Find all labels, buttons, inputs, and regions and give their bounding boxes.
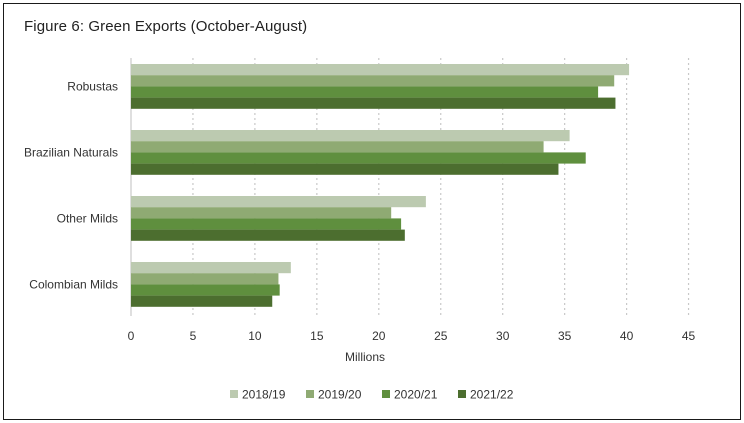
bar-robustas-2021-22	[131, 97, 616, 109]
category-label: Other Milds	[57, 211, 118, 225]
x-tick-label: 0	[128, 329, 135, 343]
bar-brazilian-naturals-2021-22	[131, 163, 559, 175]
x-tick-label: 35	[558, 329, 572, 343]
bar-robustas-2018-19	[131, 64, 630, 76]
x-tick-label: 15	[310, 329, 324, 343]
x-tick-label: 45	[682, 329, 696, 343]
legend-swatch	[458, 390, 466, 398]
bar-colombian-milds-2018-19	[131, 262, 291, 274]
bar-other-milds-2021-22	[131, 229, 405, 241]
category-label: Robustas	[67, 79, 118, 93]
x-tick-label: 5	[190, 329, 197, 343]
legend-label: 2019/20	[318, 388, 362, 402]
category-label: Brazilian Naturals	[24, 145, 118, 159]
x-axis-label: Millions	[345, 350, 385, 364]
legend-swatch	[382, 390, 390, 398]
bar-other-milds-2019-20	[131, 207, 392, 219]
bar-colombian-milds-2020-21	[131, 284, 280, 296]
bar-robustas-2019-20	[131, 75, 615, 87]
legend-swatch	[306, 390, 314, 398]
bar-brazilian-naturals-2019-20	[131, 141, 544, 153]
bar-robustas-2020-21	[131, 86, 599, 98]
chart-title: Figure 6: Green Exports (October-August)	[24, 18, 308, 35]
x-tick-label: 30	[496, 329, 510, 343]
x-tick-label: 25	[434, 329, 448, 343]
legend-label: 2021/22	[470, 388, 514, 402]
bar-colombian-milds-2021-22	[131, 295, 273, 307]
bar-other-milds-2020-21	[131, 218, 402, 230]
x-tick-label: 20	[372, 329, 386, 343]
bar-brazilian-naturals-2018-19	[131, 130, 570, 142]
x-tick-label: 40	[620, 329, 634, 343]
legend-swatch	[230, 390, 238, 398]
bar-other-milds-2018-19	[131, 196, 426, 208]
x-tick-label: 10	[248, 329, 262, 343]
bar-colombian-milds-2019-20	[131, 273, 279, 285]
legend-label: 2020/21	[394, 388, 438, 402]
category-label: Colombian Milds	[29, 277, 118, 291]
bar-brazilian-naturals-2020-21	[131, 152, 586, 164]
legend-label: 2018/19	[242, 388, 286, 402]
